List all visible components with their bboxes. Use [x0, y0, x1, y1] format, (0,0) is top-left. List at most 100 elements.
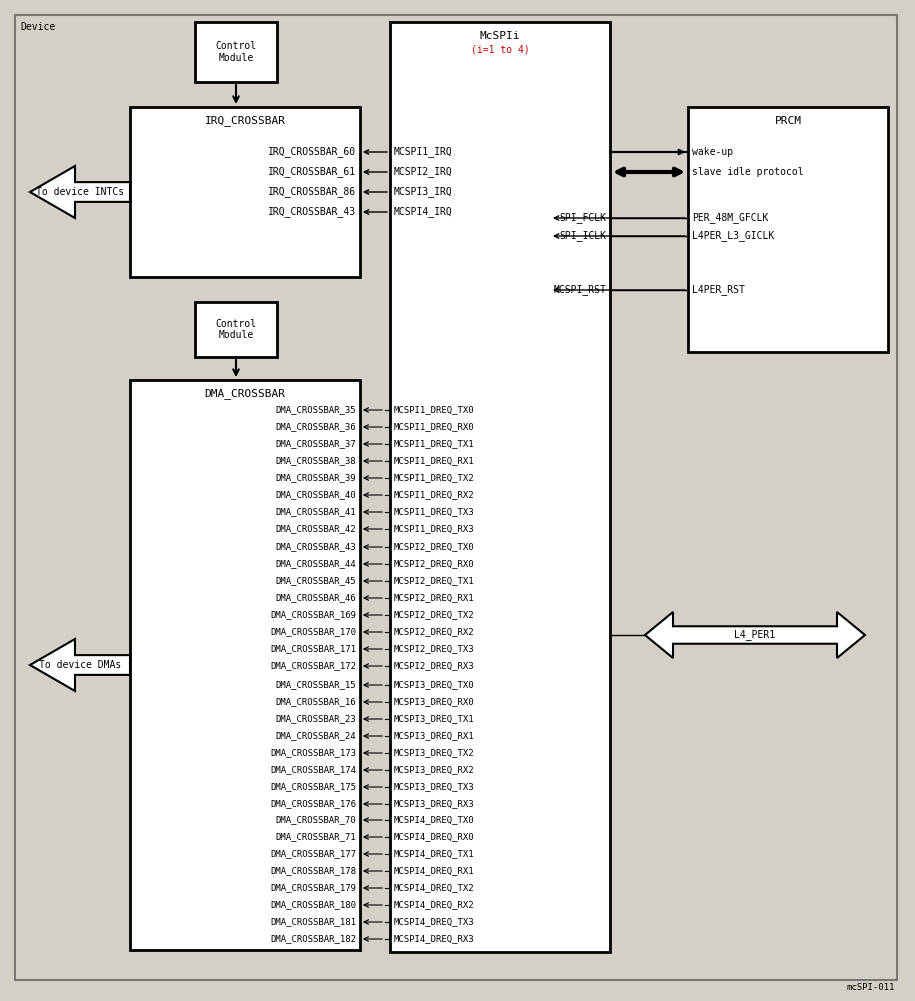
Text: IRQ_CROSSBAR_61: IRQ_CROSSBAR_61: [268, 166, 356, 177]
Text: L4PER_RST: L4PER_RST: [692, 284, 745, 295]
Text: MCSPI2_DREQ_TX3: MCSPI2_DREQ_TX3: [394, 645, 475, 654]
Text: L4PER_L3_GICLK: L4PER_L3_GICLK: [692, 230, 774, 241]
Text: MCSPI1_IRQ: MCSPI1_IRQ: [394, 146, 453, 157]
Text: MCSPI2_DREQ_TX0: MCSPI2_DREQ_TX0: [394, 543, 475, 552]
Text: DMA_CROSSBAR_24: DMA_CROSSBAR_24: [275, 732, 356, 741]
Text: DMA_CROSSBAR_38: DMA_CROSSBAR_38: [275, 456, 356, 465]
Text: slave idle protocol: slave idle protocol: [692, 167, 803, 177]
Text: DMA_CROSSBAR_35: DMA_CROSSBAR_35: [275, 405, 356, 414]
Text: MCSPI2_DREQ_TX1: MCSPI2_DREQ_TX1: [394, 577, 475, 586]
Text: MCSPI1_DREQ_RX1: MCSPI1_DREQ_RX1: [394, 456, 475, 465]
Text: DMA_CROSSBAR_71: DMA_CROSSBAR_71: [275, 833, 356, 842]
Text: MCSPI4_DREQ_RX0: MCSPI4_DREQ_RX0: [394, 833, 475, 842]
Text: MCSPI3_DREQ_RX2: MCSPI3_DREQ_RX2: [394, 766, 475, 775]
Text: DMA_CROSSBAR_178: DMA_CROSSBAR_178: [270, 867, 356, 876]
Text: MCSPI2_DREQ_RX0: MCSPI2_DREQ_RX0: [394, 560, 475, 569]
Text: PER_48M_GFCLK: PER_48M_GFCLK: [692, 212, 769, 223]
Text: DMA_CROSSBAR_39: DMA_CROSSBAR_39: [275, 473, 356, 482]
Text: MCSPI1_DREQ_TX0: MCSPI1_DREQ_TX0: [394, 405, 475, 414]
Text: DMA_CROSSBAR_173: DMA_CROSSBAR_173: [270, 749, 356, 758]
Text: MCSPI4_DREQ_RX3: MCSPI4_DREQ_RX3: [394, 935, 475, 944]
Text: MCSPI2_DREQ_RX2: MCSPI2_DREQ_RX2: [394, 628, 475, 637]
Text: To device INTCs: To device INTCs: [36, 187, 124, 197]
Bar: [195, 22, 277, 82]
Text: MCSPI1_DREQ_TX3: MCSPI1_DREQ_TX3: [394, 508, 475, 517]
Text: IRQ_CROSSBAR_43: IRQ_CROSSBAR_43: [268, 206, 356, 217]
Text: DMA_CROSSBAR_176: DMA_CROSSBAR_176: [270, 800, 356, 809]
Text: DMA_CROSSBAR_174: DMA_CROSSBAR_174: [270, 766, 356, 775]
Text: MCSPI3_DREQ_TX1: MCSPI3_DREQ_TX1: [394, 715, 475, 724]
Text: DMA_CROSSBAR_171: DMA_CROSSBAR_171: [270, 645, 356, 654]
Bar: [688, 107, 888, 352]
Text: MCSPI4_DREQ_RX2: MCSPI4_DREQ_RX2: [394, 901, 475, 910]
Text: MCSPI1_DREQ_TX2: MCSPI1_DREQ_TX2: [394, 473, 475, 482]
Text: MCSPI4_IRQ: MCSPI4_IRQ: [394, 206, 453, 217]
Bar: [130, 380, 360, 950]
Text: DMA_CROSSBAR_180: DMA_CROSSBAR_180: [270, 901, 356, 910]
Text: Control
Module: Control Module: [215, 41, 256, 63]
Text: McSPIi: McSPIi: [479, 31, 521, 41]
Text: MCSPI2_IRQ: MCSPI2_IRQ: [394, 166, 453, 177]
Text: DMA_CROSSBAR_36: DMA_CROSSBAR_36: [275, 422, 356, 431]
Text: DMA_CROSSBAR_182: DMA_CROSSBAR_182: [270, 935, 356, 944]
Polygon shape: [30, 639, 130, 691]
Polygon shape: [645, 612, 865, 658]
Text: MCSPI1_DREQ_TX1: MCSPI1_DREQ_TX1: [394, 439, 475, 448]
Text: MCSPI3_DREQ_RX3: MCSPI3_DREQ_RX3: [394, 800, 475, 809]
Text: L4_PER1: L4_PER1: [735, 630, 776, 641]
Text: MCSPI1_DREQ_RX2: MCSPI1_DREQ_RX2: [394, 490, 475, 499]
Text: DMA_CROSSBAR_179: DMA_CROSSBAR_179: [270, 884, 356, 893]
Text: MCSPI3_DREQ_RX0: MCSPI3_DREQ_RX0: [394, 698, 475, 707]
Text: DMA_CROSSBAR_40: DMA_CROSSBAR_40: [275, 490, 356, 499]
Text: MCSPI1_DREQ_RX3: MCSPI1_DREQ_RX3: [394, 525, 475, 534]
Text: DMA_CROSSBAR_181: DMA_CROSSBAR_181: [270, 918, 356, 927]
Text: DMA_CROSSBAR_170: DMA_CROSSBAR_170: [270, 628, 356, 637]
Text: MCSPI4_DREQ_TX3: MCSPI4_DREQ_TX3: [394, 918, 475, 927]
Text: DMA_CROSSBAR_172: DMA_CROSSBAR_172: [270, 662, 356, 671]
Text: MCSPI4_DREQ_TX2: MCSPI4_DREQ_TX2: [394, 884, 475, 893]
Text: DMA_CROSSBAR_45: DMA_CROSSBAR_45: [275, 577, 356, 586]
Text: MCSPI4_DREQ_RX1: MCSPI4_DREQ_RX1: [394, 867, 475, 876]
Text: DMA_CROSSBAR_41: DMA_CROSSBAR_41: [275, 508, 356, 517]
Text: DMA_CROSSBAR_43: DMA_CROSSBAR_43: [275, 543, 356, 552]
Text: DMA_CROSSBAR_175: DMA_CROSSBAR_175: [270, 783, 356, 792]
Text: DMA_CROSSBAR_23: DMA_CROSSBAR_23: [275, 715, 356, 724]
Text: SPI_FCLK: SPI_FCLK: [559, 212, 606, 223]
Text: DMA_CROSSBAR_44: DMA_CROSSBAR_44: [275, 560, 356, 569]
Text: MCSPI2_DREQ_RX1: MCSPI2_DREQ_RX1: [394, 594, 475, 603]
Bar: [390, 22, 610, 952]
Text: SPI_ICLK: SPI_ICLK: [559, 230, 606, 241]
Text: DMA_CROSSBAR_42: DMA_CROSSBAR_42: [275, 525, 356, 534]
Text: MCSPI3_IRQ: MCSPI3_IRQ: [394, 186, 453, 197]
Text: DMA_CROSSBAR_177: DMA_CROSSBAR_177: [270, 850, 356, 859]
Text: IRQ_CROSSBAR_60: IRQ_CROSSBAR_60: [268, 146, 356, 157]
Text: (i=1 to 4): (i=1 to 4): [470, 45, 530, 55]
Bar: [130, 107, 360, 277]
Text: DMA_CROSSBAR_37: DMA_CROSSBAR_37: [275, 439, 356, 448]
Text: wake-up: wake-up: [692, 147, 733, 157]
Text: MCSPI_RST: MCSPI_RST: [554, 284, 606, 295]
Text: Control
Module: Control Module: [215, 318, 256, 340]
Text: To device DMAs: To device DMAs: [38, 660, 121, 670]
Text: MCSPI3_DREQ_RX1: MCSPI3_DREQ_RX1: [394, 732, 475, 741]
Text: DMA_CROSSBAR_169: DMA_CROSSBAR_169: [270, 611, 356, 620]
Bar: [195, 302, 277, 357]
Text: MCSPI3_DREQ_TX2: MCSPI3_DREQ_TX2: [394, 749, 475, 758]
Text: MCSPI1_DREQ_RX0: MCSPI1_DREQ_RX0: [394, 422, 475, 431]
Text: mcSPI-011: mcSPI-011: [846, 984, 895, 993]
Text: DMA_CROSSBAR_15: DMA_CROSSBAR_15: [275, 681, 356, 690]
Text: MCSPI4_DREQ_TX0: MCSPI4_DREQ_TX0: [394, 816, 475, 825]
Text: DMA_CROSSBAR_46: DMA_CROSSBAR_46: [275, 594, 356, 603]
Text: IRQ_CROSSBAR: IRQ_CROSSBAR: [204, 115, 285, 126]
Text: PRCM: PRCM: [774, 116, 802, 126]
Text: MCSPI4_DREQ_TX1: MCSPI4_DREQ_TX1: [394, 850, 475, 859]
Text: DMA_CROSSBAR: DMA_CROSSBAR: [204, 388, 285, 399]
Text: MCSPI3_DREQ_TX0: MCSPI3_DREQ_TX0: [394, 681, 475, 690]
Text: DMA_CROSSBAR_70: DMA_CROSSBAR_70: [275, 816, 356, 825]
Text: MCSPI2_DREQ_RX3: MCSPI2_DREQ_RX3: [394, 662, 475, 671]
Text: MCSPI2_DREQ_TX2: MCSPI2_DREQ_TX2: [394, 611, 475, 620]
Text: IRQ_CROSSBAR_86: IRQ_CROSSBAR_86: [268, 186, 356, 197]
Text: DMA_CROSSBAR_16: DMA_CROSSBAR_16: [275, 698, 356, 707]
Text: Device: Device: [20, 22, 55, 32]
Text: MCSPI3_DREQ_TX3: MCSPI3_DREQ_TX3: [394, 783, 475, 792]
